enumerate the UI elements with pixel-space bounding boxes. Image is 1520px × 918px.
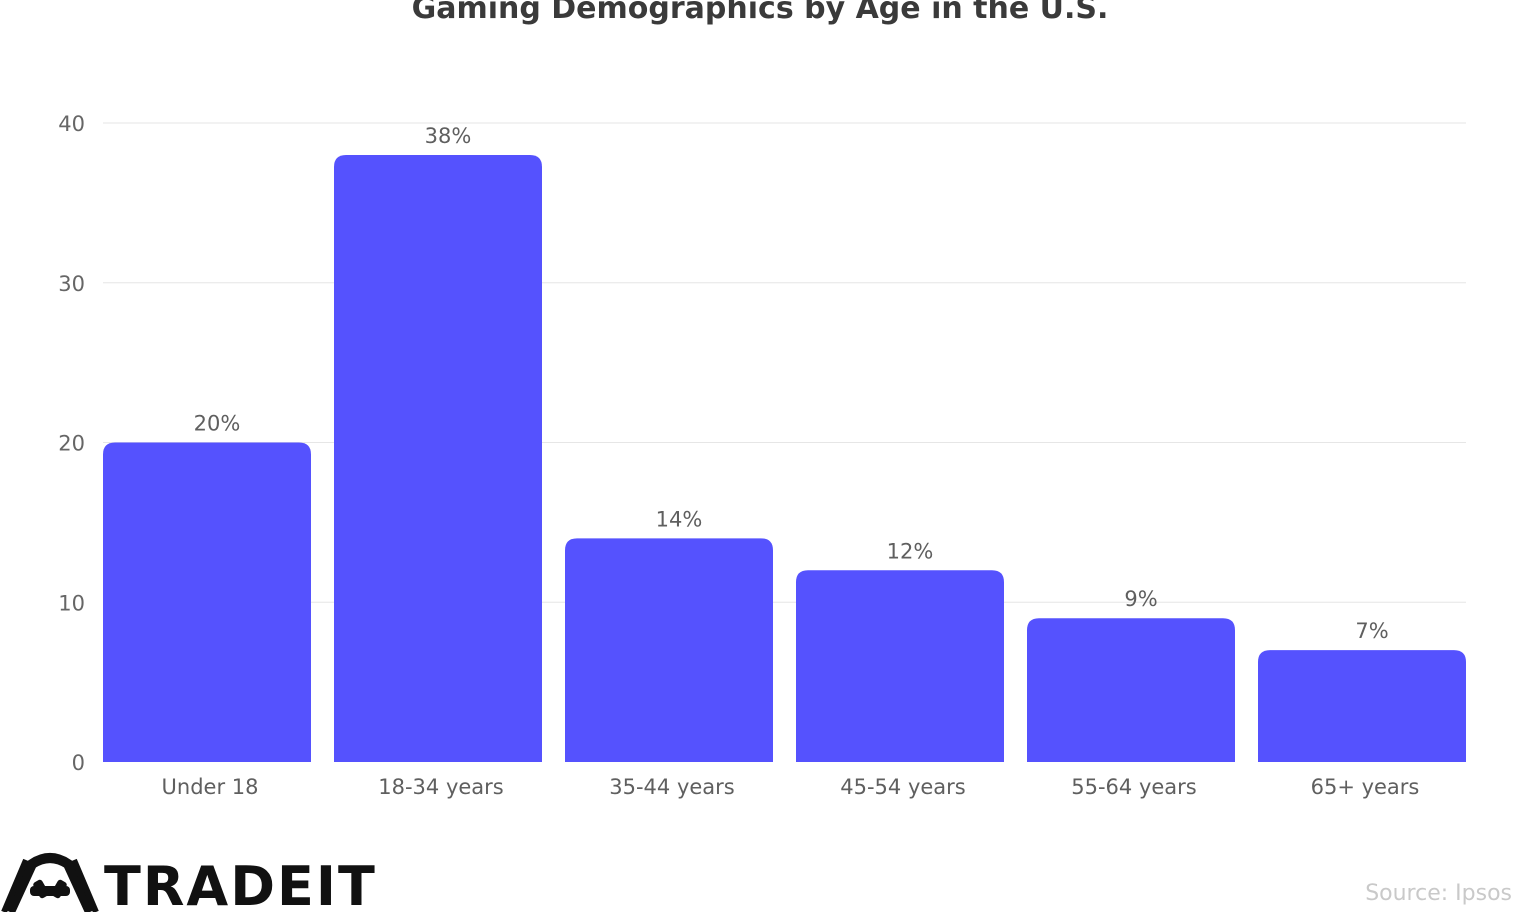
- category-labels: Under 18 18-34 years 35-44 years 45-54 year…: [162, 775, 1420, 799]
- category-label: 35-44 years: [609, 775, 735, 799]
- y-tick-label: 10: [58, 591, 85, 615]
- y-tick-label: 0: [72, 751, 85, 775]
- source-note: Source: Ipsos: [1365, 881, 1512, 906]
- value-labels: 20% 38% 14% 12% 9% 7%: [194, 124, 1389, 643]
- bar: [1027, 618, 1235, 762]
- bar-value-label: 38%: [425, 124, 472, 148]
- logo-wordmark: TRADEIT: [104, 855, 377, 918]
- y-axis-ticks: 0 10 20 30 40: [58, 112, 85, 775]
- bar: [103, 442, 311, 762]
- bar: [565, 538, 773, 762]
- handshake-badge-icon: [1, 853, 99, 912]
- chart-title: Gaming Demographics by Age in the U.S.: [412, 0, 1109, 26]
- y-tick-label: 40: [58, 112, 85, 136]
- tradeit-logo: TRADEIT: [0, 842, 375, 918]
- category-label: 55-64 years: [1071, 775, 1197, 799]
- bar-value-label: 12%: [887, 539, 934, 563]
- bar-value-label: 14%: [656, 507, 703, 531]
- bar-value-label: 7%: [1355, 619, 1388, 643]
- category-label: 45-54 years: [840, 775, 966, 799]
- category-label: Under 18: [162, 775, 259, 799]
- bar: [1258, 650, 1466, 762]
- grid-lines: [103, 122, 1466, 603]
- category-label: 65+ years: [1311, 775, 1420, 799]
- category-label: 18-34 years: [378, 775, 504, 799]
- bar-value-label: 20%: [194, 412, 241, 436]
- bar: [796, 570, 1004, 762]
- y-tick-label: 30: [58, 272, 85, 296]
- bar: [334, 154, 542, 762]
- y-tick-label: 20: [58, 432, 85, 456]
- bar-value-label: 9%: [1124, 587, 1157, 611]
- bars: [103, 154, 1466, 762]
